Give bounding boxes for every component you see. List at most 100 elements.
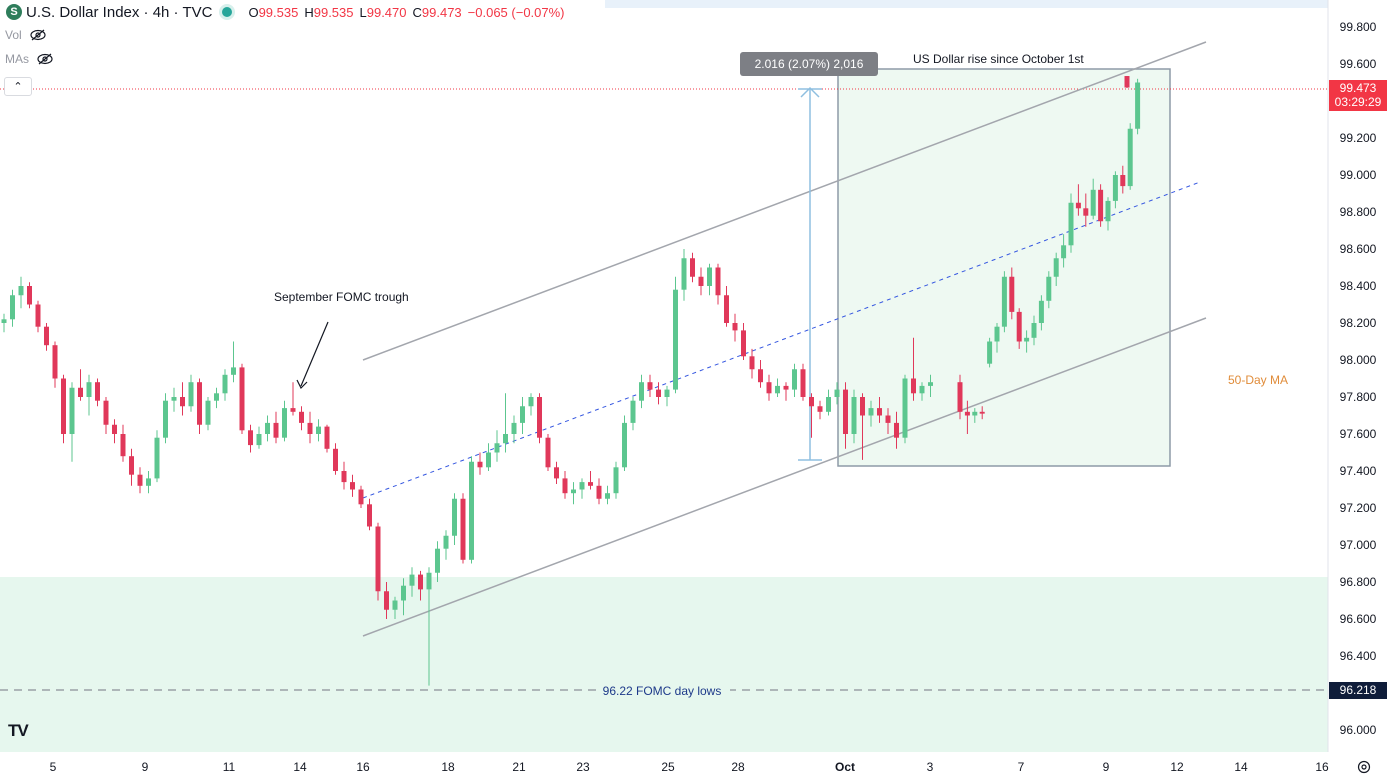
candle[interactable] xyxy=(1061,234,1067,268)
candle[interactable] xyxy=(112,419,117,444)
candle[interactable] xyxy=(282,400,287,442)
candle[interactable] xyxy=(987,337,993,368)
candle[interactable] xyxy=(707,263,712,296)
candle[interactable] xyxy=(10,289,15,327)
candle[interactable] xyxy=(1075,184,1081,216)
channel-midline[interactable] xyxy=(362,181,1201,499)
candle[interactable] xyxy=(1031,315,1037,346)
candle[interactable] xyxy=(1024,330,1030,353)
candle[interactable] xyxy=(928,374,933,397)
candle[interactable] xyxy=(579,478,585,499)
candle[interactable] xyxy=(715,263,721,305)
candle[interactable] xyxy=(894,411,899,449)
candle[interactable] xyxy=(1135,78,1141,135)
candles-layer[interactable] xyxy=(1,76,1141,686)
candle[interactable] xyxy=(239,363,245,434)
candle[interactable] xyxy=(1016,308,1022,349)
collapse-legend-button[interactable]: ⌃ xyxy=(4,77,32,96)
candle[interactable] xyxy=(452,493,457,545)
candle[interactable] xyxy=(1053,252,1059,286)
candle[interactable] xyxy=(622,415,627,472)
candle[interactable] xyxy=(443,530,449,560)
candle[interactable] xyxy=(809,393,814,438)
candle[interactable] xyxy=(324,424,330,453)
candle[interactable] xyxy=(460,493,466,564)
candle[interactable] xyxy=(494,430,500,462)
mas-indicator[interactable]: MAs xyxy=(5,52,53,66)
channel-upper-line[interactable] xyxy=(362,41,1207,361)
candle[interactable] xyxy=(384,582,389,619)
candle[interactable] xyxy=(732,313,738,342)
candle[interactable] xyxy=(817,400,823,420)
october-rise-box[interactable] xyxy=(837,68,1171,467)
market-status-icon[interactable] xyxy=(222,7,233,17)
candle[interactable] xyxy=(333,443,338,475)
candle[interactable] xyxy=(350,474,355,497)
candle[interactable] xyxy=(486,443,491,471)
candle[interactable] xyxy=(146,471,151,494)
candle[interactable] xyxy=(290,382,296,416)
candle[interactable] xyxy=(171,387,177,412)
candle[interactable] xyxy=(154,430,160,483)
candle[interactable] xyxy=(426,567,432,686)
candle[interactable] xyxy=(868,400,874,427)
candle[interactable] xyxy=(994,323,1000,353)
candle[interactable] xyxy=(766,374,772,401)
candle[interactable] xyxy=(571,482,576,505)
candle[interactable] xyxy=(299,406,304,431)
candle[interactable] xyxy=(1090,178,1096,220)
candle[interactable] xyxy=(520,397,525,434)
candle[interactable] xyxy=(78,369,83,401)
candle[interactable] xyxy=(197,378,202,435)
candle[interactable] xyxy=(265,415,270,442)
candle[interactable] xyxy=(256,426,262,449)
candle[interactable] xyxy=(137,467,143,494)
symbol-title[interactable]: U.S. Dollar Index · 4h · TVC xyxy=(26,3,213,21)
candle[interactable] xyxy=(188,374,194,412)
candle[interactable] xyxy=(979,406,985,420)
candle[interactable] xyxy=(409,567,415,597)
vol-indicator[interactable]: Vol xyxy=(5,28,46,42)
candle[interactable] xyxy=(664,385,670,407)
candle[interactable] xyxy=(673,276,678,394)
gear-icon[interactable] xyxy=(1357,760,1371,774)
candle[interactable] xyxy=(537,393,542,444)
candle[interactable] xyxy=(562,471,568,499)
candle[interactable] xyxy=(180,382,185,416)
candle[interactable] xyxy=(1098,184,1104,227)
candle[interactable] xyxy=(129,448,134,486)
candle[interactable] xyxy=(851,389,857,444)
candle[interactable] xyxy=(613,461,619,499)
eye-crossed-icon[interactable] xyxy=(37,53,53,65)
candle[interactable] xyxy=(1124,76,1130,89)
candle[interactable] xyxy=(503,393,508,453)
candle[interactable] xyxy=(554,461,559,484)
candle[interactable] xyxy=(1001,271,1007,333)
candle[interactable] xyxy=(630,397,636,431)
candle[interactable] xyxy=(1120,165,1126,194)
symbol-legend[interactable]: S U.S. Dollar Index · 4h · TVC O 99.535 H… xyxy=(0,0,565,24)
candle[interactable] xyxy=(375,522,381,601)
candle[interactable] xyxy=(1,313,7,333)
candle[interactable] xyxy=(758,360,763,388)
candle[interactable] xyxy=(435,541,440,582)
candle[interactable] xyxy=(1009,267,1015,320)
candle[interactable] xyxy=(358,485,364,508)
candle[interactable] xyxy=(69,382,75,462)
candle[interactable] xyxy=(307,411,313,444)
candle[interactable] xyxy=(477,452,483,475)
candle[interactable] xyxy=(826,389,831,416)
candle[interactable] xyxy=(749,348,755,379)
candle[interactable] xyxy=(724,286,729,327)
candle[interactable] xyxy=(1083,193,1089,227)
candle[interactable] xyxy=(52,341,58,388)
candle[interactable] xyxy=(792,363,797,397)
candle[interactable] xyxy=(528,393,534,416)
candle[interactable] xyxy=(1038,295,1044,331)
candle[interactable] xyxy=(775,378,780,398)
candle[interactable] xyxy=(120,424,126,462)
candle[interactable] xyxy=(35,300,41,333)
candle[interactable] xyxy=(418,570,423,601)
tradingview-logo[interactable]: TV xyxy=(8,721,29,740)
candle[interactable] xyxy=(103,397,109,434)
